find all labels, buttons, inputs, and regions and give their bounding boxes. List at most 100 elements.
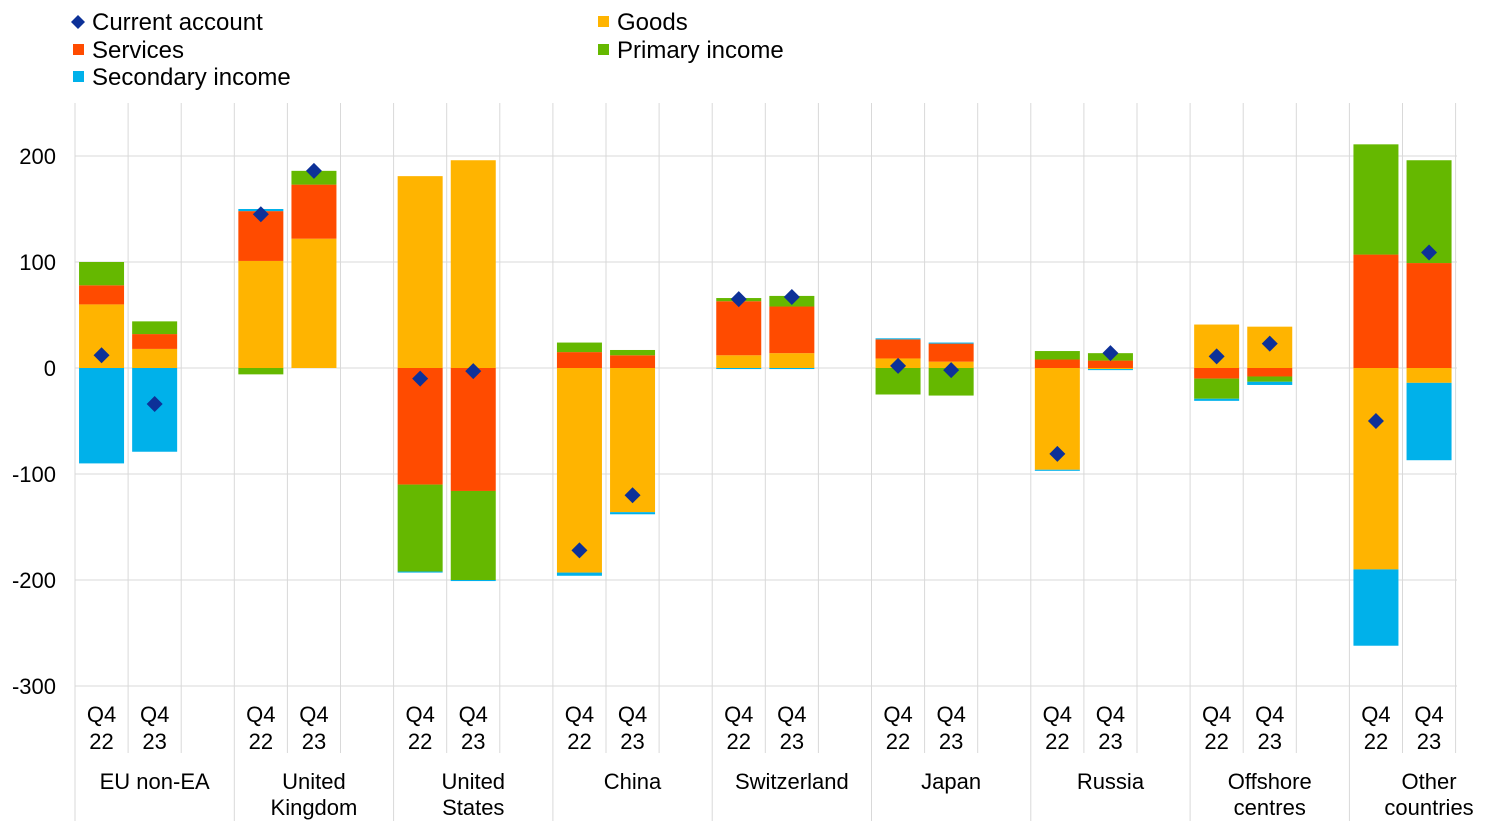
- bar-segment-primary: [1353, 144, 1399, 255]
- x-tick-label: Q4: [405, 702, 434, 727]
- current-account-marker: [146, 396, 163, 413]
- group-label: Japan: [921, 769, 981, 794]
- bar-segment-secondary: [1194, 398, 1240, 401]
- group-label: Russia: [1077, 769, 1145, 794]
- y-tick-label: 100: [19, 250, 56, 275]
- group-label: countries: [1384, 795, 1473, 820]
- current-account-marker: [1102, 345, 1119, 362]
- bar-segment-secondary: [716, 368, 762, 370]
- x-tick-label: 23: [939, 729, 963, 754]
- bar-segment-services: [291, 184, 337, 239]
- x-tick-label: Q4: [618, 702, 647, 727]
- legend-marker-current: [71, 15, 85, 29]
- x-tick-label: 23: [1258, 729, 1282, 754]
- bar-segment-primary: [450, 490, 496, 580]
- x-tick-label: 22: [1204, 729, 1228, 754]
- bar-segment-services: [1034, 359, 1080, 368]
- current-account-marker: [1421, 244, 1438, 261]
- current-account-marker: [93, 347, 110, 364]
- group-label: centres: [1234, 795, 1306, 820]
- bar-segment-secondary: [397, 571, 443, 573]
- bar-segment-services: [397, 368, 443, 485]
- x-tick-label: Q4: [1096, 702, 1125, 727]
- x-tick-label: Q4: [936, 702, 965, 727]
- x-tick-label: Q4: [246, 702, 275, 727]
- bar-segment-goods: [1353, 368, 1399, 570]
- bar-segment-primary: [556, 342, 602, 353]
- x-tick-label: Q4: [1043, 702, 1072, 727]
- group-label: States: [442, 795, 504, 820]
- x-tick-label: 23: [780, 729, 804, 754]
- legend-marker-secondary: [73, 71, 84, 82]
- group-label: Other: [1402, 769, 1457, 794]
- bar-segment-secondary: [1247, 381, 1293, 385]
- x-tick-label: Q4: [299, 702, 328, 727]
- bar-segment-primary: [1034, 351, 1080, 360]
- grid: [74, 103, 1457, 821]
- current-account-marker: [252, 206, 269, 223]
- group-label: United: [441, 769, 505, 794]
- current-account-marker: [624, 487, 641, 504]
- current-account-marker: [1208, 348, 1225, 365]
- x-tick-label: Q4: [87, 702, 116, 727]
- bar-segment-services: [1194, 368, 1240, 379]
- bar-segment-services: [556, 352, 602, 368]
- x-tick-label: Q4: [1361, 702, 1390, 727]
- legend-label-secondary: Secondary income: [92, 64, 291, 91]
- x-tick-label: 23: [302, 729, 326, 754]
- bar-segment-primary: [238, 368, 284, 375]
- legend-marker-primary: [598, 44, 609, 55]
- x-tick-label: 22: [886, 729, 910, 754]
- group-label: Kingdom: [271, 795, 358, 820]
- bar-segment-services: [1406, 263, 1452, 368]
- x-tick-label: 23: [461, 729, 485, 754]
- bar-segment-secondary: [610, 512, 656, 515]
- legend-label-goods: Goods: [617, 9, 688, 36]
- bar-segment-services: [928, 343, 974, 362]
- x-tick-label: 23: [1098, 729, 1122, 754]
- y-tick-label: 0: [44, 356, 56, 381]
- x-tick-label: Q4: [724, 702, 753, 727]
- legend-marker-services: [73, 44, 84, 55]
- bar-segment-goods: [769, 353, 815, 368]
- x-tick-label: 22: [89, 729, 113, 754]
- bar-segment-primary: [1194, 378, 1240, 399]
- bar-segment-primary: [132, 321, 178, 335]
- x-tick-label: Q4: [1255, 702, 1284, 727]
- x-tick-label: 22: [408, 729, 432, 754]
- current-account-marker: [305, 162, 322, 179]
- bar-segment-services: [769, 306, 815, 354]
- group-label: Offshore: [1228, 769, 1312, 794]
- bar-segment-services: [1353, 254, 1399, 368]
- current-account-marker: [1049, 445, 1066, 462]
- group-label: China: [604, 769, 662, 794]
- x-tick-label: Q4: [459, 702, 488, 727]
- bar-segment-goods: [132, 348, 178, 368]
- bar-segment-secondary: [928, 342, 974, 344]
- current-account-marker: [943, 362, 960, 379]
- current-account-markers: [93, 162, 1438, 559]
- current-account-marker: [571, 542, 588, 559]
- x-tick-label: Q4: [140, 702, 169, 727]
- y-axis: 200 100 0 -100 -200 -300: [12, 144, 56, 699]
- bar-segment-services: [450, 368, 496, 491]
- x-tick-label: Q4: [883, 702, 912, 727]
- x-tick-label: Q4: [1202, 702, 1231, 727]
- bar-segment-secondary: [556, 572, 602, 576]
- x-tick-label: Q4: [565, 702, 594, 727]
- legend-label-primary: Primary income: [617, 37, 784, 64]
- x-tick-label: 23: [1417, 729, 1441, 754]
- bar-segment-secondary: [79, 368, 125, 464]
- bar-segment-goods: [291, 238, 337, 368]
- x-tick-label: 22: [1045, 729, 1069, 754]
- bar-segment-primary: [397, 484, 443, 572]
- bar-segment-services: [79, 285, 125, 305]
- bar-segment-goods: [450, 160, 496, 368]
- group-label: EU non-EA: [100, 769, 210, 794]
- current-account-marker: [1367, 413, 1384, 429]
- bar-segment-goods: [716, 355, 762, 368]
- x-tick-label: Q4: [777, 702, 806, 727]
- current-account-marker: [890, 357, 907, 374]
- bar-segment-secondary: [1087, 369, 1133, 371]
- bar-segment-secondary: [1353, 569, 1399, 646]
